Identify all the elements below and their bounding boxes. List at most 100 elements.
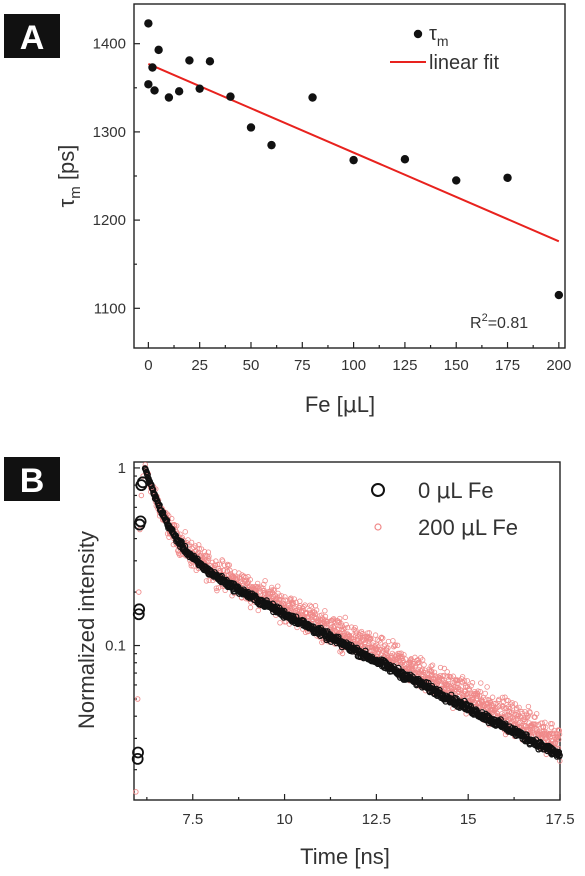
data-point-200: [441, 665, 448, 672]
data-point-200: [182, 529, 188, 535]
data-point: [205, 57, 215, 66]
legend-a-fit-label: linear fit: [429, 52, 499, 74]
data-point-200: [505, 698, 511, 704]
legend-b0-num: 0: [418, 478, 436, 503]
data-point-200: [302, 602, 308, 608]
data-point-200: [482, 690, 488, 697]
data-point-200: [514, 713, 521, 720]
data-point-200: [484, 684, 490, 690]
y-tick-label: 1200: [93, 212, 126, 229]
data-point-200: [216, 561, 223, 567]
data-point: [400, 155, 410, 164]
panel-a-xlabel: Fe [μL]: [305, 392, 375, 418]
legend-b-marker-0: [371, 483, 385, 497]
data-point-200: [221, 567, 227, 573]
panel-a-ylabel: τm [ps]: [54, 145, 84, 208]
data-point-200: [275, 583, 281, 589]
data-point-200: [188, 539, 195, 546]
data-point-200: [264, 590, 271, 596]
data-point-200: [450, 673, 456, 679]
data-point: [154, 45, 163, 55]
x-tick-label: 17.5: [545, 811, 574, 828]
y-tick-label: 1300: [93, 124, 126, 141]
data-point-200: [532, 714, 538, 720]
legend-b1-num: 200: [418, 515, 461, 540]
data-point-200: [203, 578, 210, 584]
data-point: [554, 290, 564, 300]
x-tick-label: 0: [144, 357, 152, 374]
data-point: [148, 63, 157, 72]
data-point-200: [429, 668, 435, 675]
data-point-200: [343, 622, 349, 628]
data-point-200: [419, 657, 426, 663]
x-tick-label: 150: [444, 357, 469, 374]
data-point: [144, 80, 153, 89]
data-point-200: [394, 642, 401, 649]
x-tick-label: 50: [243, 357, 260, 374]
panel-b-series-200: [133, 461, 563, 795]
data-point-0: [556, 752, 563, 759]
data-point-200: [188, 563, 194, 569]
ylabel-a-sub: m: [67, 186, 84, 199]
y-tick-label: 1100: [94, 300, 126, 317]
data-point-200: [185, 537, 191, 543]
data-point: [452, 176, 461, 185]
data-point-200: [533, 711, 540, 717]
ylabel-a-tau: τ: [54, 198, 79, 207]
xlabel-a-main: Fe [: [305, 392, 343, 417]
data-point-200: [322, 608, 328, 614]
legend-b-label-0: 0 μL Fe: [418, 478, 494, 504]
xlabel-a-end: L]: [357, 392, 375, 417]
data-point-200: [196, 545, 202, 552]
data-point-200: [552, 740, 559, 746]
data-point-200: [133, 789, 139, 795]
data-point-200: [382, 642, 388, 648]
legend-b-marker-200: [374, 523, 382, 531]
data-point-200: [448, 674, 454, 680]
data-point-0: [178, 538, 185, 545]
data-point-200: [271, 587, 278, 594]
data-point-200: [512, 701, 518, 707]
panel-a-ticks: 0 25 50 75 100 125 150 175 200 1100 1200 1300 1400: [93, 36, 572, 374]
data-point-200: [432, 673, 438, 679]
data-point-200: [264, 593, 270, 600]
panel-a-r2: R2=0.81: [470, 312, 528, 332]
data-point-200: [324, 621, 330, 627]
data-point-200: [214, 587, 220, 594]
data-point-200: [474, 693, 481, 699]
x-tick-label: 175: [495, 357, 520, 374]
data-point-200: [509, 700, 515, 706]
data-point-200: [506, 708, 513, 714]
data-point-200: [282, 597, 288, 603]
data-point-200: [322, 613, 329, 620]
data-point-200: [345, 624, 351, 631]
data-point-200: [261, 581, 267, 588]
data-point-200: [206, 553, 212, 560]
data-point-200: [134, 696, 141, 702]
data-point-200: [378, 634, 385, 641]
data-point-200: [196, 542, 202, 548]
data-point-200: [247, 576, 253, 583]
data-point-200: [508, 710, 514, 716]
data-point-0: [425, 679, 432, 687]
data-point: [150, 86, 159, 95]
data-point-200: [392, 642, 398, 648]
data-point-200: [398, 650, 404, 656]
data-point-200: [275, 590, 281, 597]
data-point-200: [278, 593, 285, 599]
data-point-200: [254, 580, 261, 587]
panel-b-label-box: [4, 457, 60, 501]
data-point-200: [385, 645, 391, 651]
data-point-200: [337, 615, 343, 622]
panel-b-ticks: 7.5 10 12.5 15 17.5 0.1 1: [105, 460, 574, 828]
data-point-200: [502, 694, 508, 700]
legend-a-sub: m: [437, 33, 449, 49]
data-point-200: [439, 676, 446, 683]
data-point-200: [353, 628, 359, 634]
data-point-200: [468, 683, 474, 689]
y-tick-label: 1: [118, 460, 126, 477]
data-point-200: [205, 555, 212, 562]
data-point-200: [402, 656, 409, 662]
data-point-0: [502, 720, 509, 727]
